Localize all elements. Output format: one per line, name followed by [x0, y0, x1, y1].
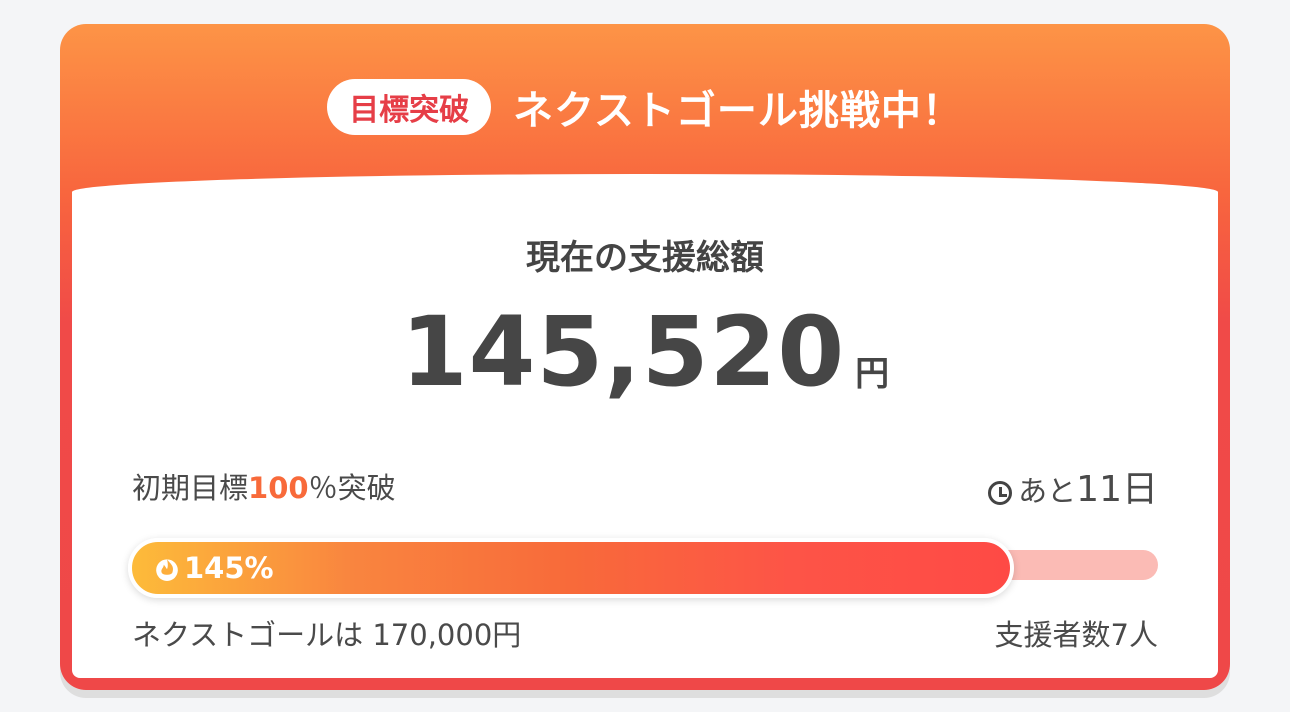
amount-unit: 円: [855, 354, 890, 394]
days-prefix: あと: [1018, 474, 1077, 508]
progress-fill: 145%: [128, 538, 1015, 598]
status-row: 初期目標100％突破 あと11日: [132, 460, 1158, 512]
clock-icon: [988, 481, 1013, 505]
progress-label: 145%: [154, 551, 274, 585]
summary-panel: 現在の支援総額 145,520 円 初期目標100％突破 あと11日 145% ネ…: [72, 174, 1218, 678]
funding-card: 目標突破 ネクストゴール挑戦中！ 現在の支援総額 145,520 円 初期目標10…: [60, 24, 1230, 690]
total-label: 現在の支援総額: [526, 238, 764, 278]
progress-percent: 145%: [184, 551, 274, 585]
footer-row: ネクストゴールは 170,000円 支援者数7人: [132, 612, 1158, 654]
amount-value: 145,520: [400, 296, 846, 408]
days-remaining: あと11日: [988, 460, 1158, 512]
days-unit: 日: [1121, 469, 1158, 510]
goal-prefix: 初期目標: [132, 471, 249, 505]
goal-achieved-badge: 目標突破: [327, 79, 492, 135]
flame-icon: [156, 559, 178, 581]
next-goal: ネクストゴールは 170,000円: [132, 618, 522, 652]
header-title: ネクストゴール挑戦中！: [513, 88, 963, 134]
supporter-count: 支援者数7人: [994, 618, 1158, 652]
goal-suffix: ％突破: [308, 471, 396, 505]
total-amount: 145,520 円: [72, 296, 1218, 408]
goal-status: 初期目標100％突破: [132, 465, 396, 507]
days-value: 11: [1076, 469, 1122, 510]
card-header: 目標突破 ネクストゴール挑戦中！: [60, 78, 1230, 136]
goal-percent: 100: [248, 471, 309, 505]
